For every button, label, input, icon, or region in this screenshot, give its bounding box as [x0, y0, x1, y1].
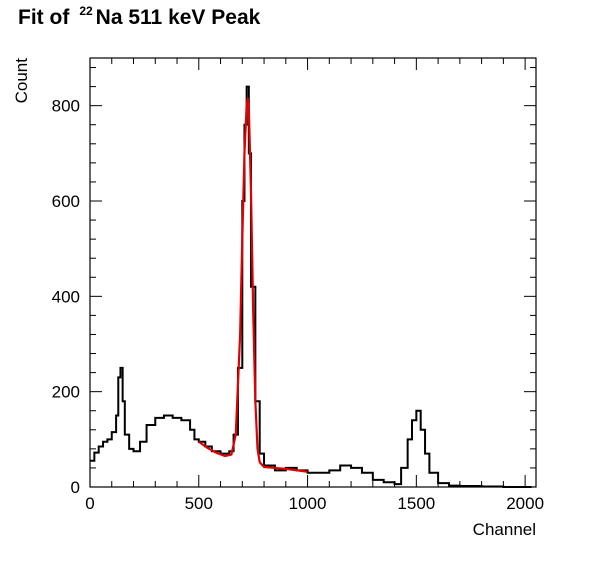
fit-series: [198, 97, 308, 473]
x-tick-label: 1500: [397, 494, 435, 513]
histogram-series: [90, 85, 532, 488]
series-layer: [90, 85, 532, 488]
x-axis-label: Channel: [473, 520, 536, 539]
title-main: Na 511 keV Peak: [95, 6, 261, 29]
histogram-line: [90, 85, 532, 488]
y-tick-label: 400: [52, 287, 80, 306]
x-tick-label: 0: [85, 494, 94, 513]
x-tick-label: 1000: [289, 494, 327, 513]
plot-frame: [89, 57, 537, 488]
y-tick-label: 0: [71, 478, 80, 497]
x-tick-label: 500: [185, 494, 213, 513]
plot-axes: 0 500 1000 1500 2000 0 200 400 600 800: [52, 57, 544, 513]
x-tick-label: 2000: [506, 494, 544, 513]
chart-title: Fit of 22 Na 511 keV Peak: [18, 4, 261, 30]
y-tick-label: 800: [52, 97, 80, 116]
title-isotope-mass: 22: [79, 4, 93, 18]
fit-curve: [198, 97, 308, 473]
title-prefix: Fit of: [18, 6, 70, 29]
y-tick-label: 200: [52, 383, 80, 402]
y-axis-label: Count: [12, 58, 31, 104]
y-tick-label: 600: [52, 192, 80, 211]
